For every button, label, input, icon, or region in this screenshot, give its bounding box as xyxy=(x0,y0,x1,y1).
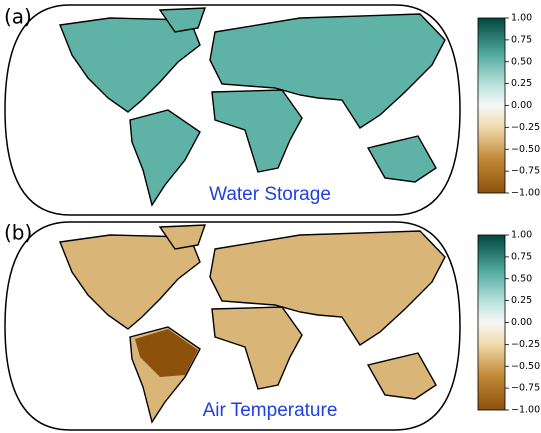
colorbar-tick-label: 0.75 xyxy=(511,251,532,262)
colorbar-tick-label: 1.00 xyxy=(511,230,532,241)
panel-title: Air Temperature xyxy=(203,400,338,421)
colorbar-tick-label: 0.00 xyxy=(511,317,532,328)
panel-title: Water Storage xyxy=(209,184,331,205)
colorbar xyxy=(477,234,506,411)
panel-label: (a) xyxy=(4,5,32,29)
colorbar-tick-label: −0.25 xyxy=(511,339,540,350)
colorbar-tick-label: 0.75 xyxy=(511,34,532,45)
panel-a: (a) Water Storage 1.00 0.75 0.50 0.25 0.00 −0.2… xyxy=(4,4,540,216)
colorbar-tick-label: −1.00 xyxy=(511,188,540,199)
panel-b: (b) Air Temperature 1.00 0.75 0.50 0.25 0.00 −0… xyxy=(4,221,540,431)
panel-label: (b) xyxy=(4,221,32,245)
colorbar-tick-label: −0.75 xyxy=(511,383,540,394)
colorbar-tick-label: 1.00 xyxy=(511,13,532,24)
colorbar-tick-label: 0.00 xyxy=(511,100,532,111)
colorbar-tick-label: −0.50 xyxy=(511,144,540,155)
colorbar-tick-label: −1.00 xyxy=(511,405,540,416)
colorbar-tick-label: 0.50 xyxy=(511,56,532,67)
colorbar-tick-label: −0.25 xyxy=(511,122,540,133)
colorbar xyxy=(477,17,506,194)
colorbar-tick-label: −0.50 xyxy=(511,361,540,372)
colorbar-tick-label: −0.75 xyxy=(511,166,540,177)
colorbar-tick-label: 0.50 xyxy=(511,273,532,284)
colorbar-tick-label: 0.25 xyxy=(511,295,532,306)
south-america-hotspot xyxy=(135,329,198,377)
colorbar-tick-label: 0.25 xyxy=(511,78,532,89)
